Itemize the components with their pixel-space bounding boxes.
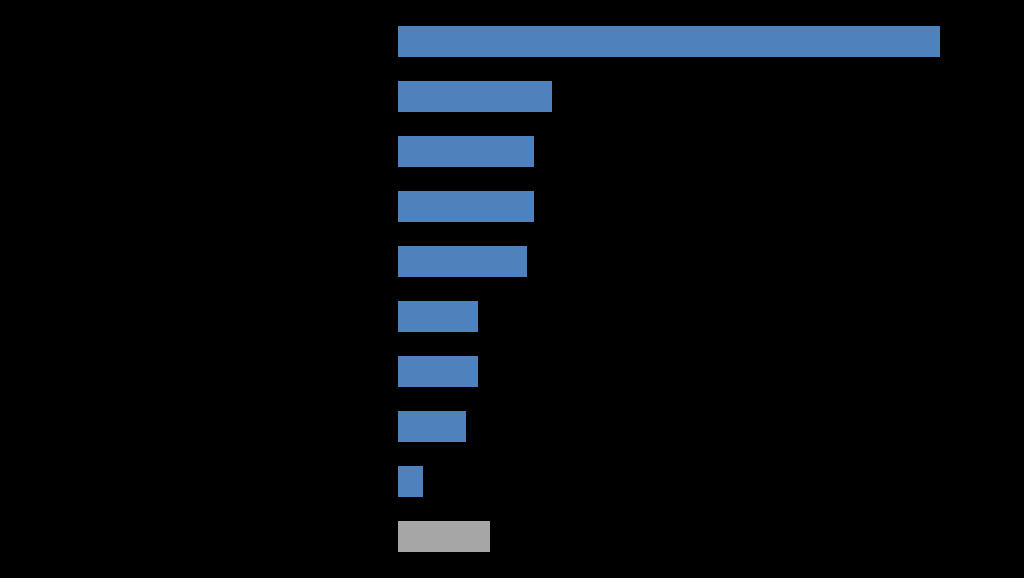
bar-row xyxy=(398,234,1014,289)
bar-row xyxy=(398,509,1014,564)
bar-row xyxy=(398,344,1014,399)
bar xyxy=(398,191,534,223)
x-axis-line xyxy=(398,564,1014,565)
bar-row xyxy=(398,69,1014,124)
bar xyxy=(398,26,940,58)
bar xyxy=(398,356,478,388)
bar xyxy=(398,466,423,498)
bar-row xyxy=(398,399,1014,454)
bar-row xyxy=(398,179,1014,234)
chart xyxy=(0,0,1024,578)
bar xyxy=(398,246,527,278)
bar xyxy=(398,81,552,113)
plot-area xyxy=(398,14,1014,564)
bar-row xyxy=(398,124,1014,179)
bar xyxy=(398,136,534,168)
bar xyxy=(398,301,478,333)
bar-row xyxy=(398,454,1014,509)
bar xyxy=(398,411,466,443)
bar-row xyxy=(398,289,1014,344)
bar xyxy=(398,521,490,553)
bar-row xyxy=(398,14,1014,69)
